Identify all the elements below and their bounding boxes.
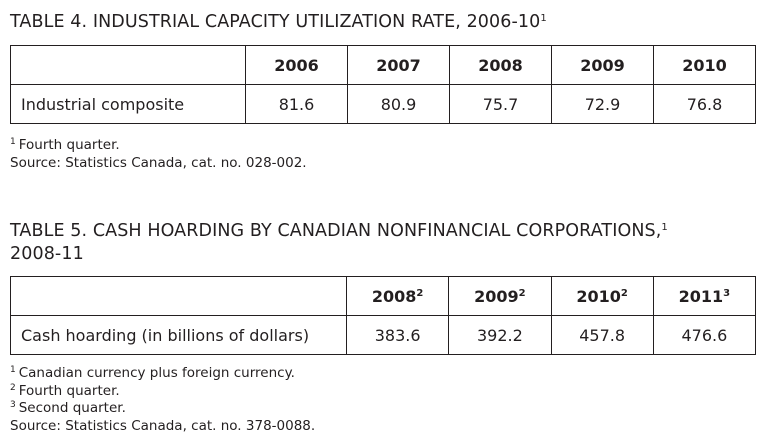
table5-col-header: 20102	[550, 276, 654, 316]
table4-col-header: 2006	[245, 45, 348, 85]
table4: 2006 2007 2008 2009 2010 Industrial comp…	[10, 45, 756, 124]
footnote-marker: 2	[10, 382, 16, 393]
table5-stub-header	[10, 276, 347, 316]
col-label: 2009	[474, 286, 519, 306]
table5-cell: 476.6	[652, 315, 757, 355]
col-footnote-ref: 2	[416, 287, 424, 299]
table5-title-footnote-ref: 1	[661, 222, 668, 233]
table4-header-row: 2006 2007 2008 2009 2010	[10, 45, 756, 85]
table4-cell: 75.7	[449, 84, 552, 124]
table4-cell: 80.9	[347, 84, 450, 124]
col-label: 2011	[678, 286, 724, 306]
table5: 20082 20092 20102 20113 Cash hoarding (i…	[10, 276, 757, 355]
table5-title-line2: 2008-11	[10, 244, 84, 264]
col-label: 2008	[371, 286, 417, 306]
table5-header-row: 20082 20092 20102 20113	[10, 276, 757, 316]
col-label: 2010	[576, 286, 621, 306]
table4-stub-header	[10, 45, 246, 85]
footnote-marker: 1	[10, 365, 16, 376]
col-footnote-ref: 2	[518, 287, 526, 299]
col-footnote-ref: 2	[620, 287, 628, 299]
table5-title: TABLE 5. CASH HOARDING BY CANADIAN NONFI…	[10, 220, 750, 266]
table5-notes: 1 Canadian currency plus foreign currency…	[10, 365, 315, 435]
table4-notes: 1 Fourth quarter. Source: Statistics Cana…	[10, 137, 307, 172]
footnote-text: Second quarter.	[18, 400, 126, 416]
table4-source: Source: Statistics Canada, cat. no. 028-…	[10, 154, 307, 171]
table5-cell: 383.6	[345, 315, 450, 355]
table4-col-header: 2010	[653, 45, 756, 85]
table5-source: Source: Statistics Canada, cat. no. 378-…	[10, 417, 316, 434]
table5-col-header: 20092	[448, 276, 552, 316]
table5-cell: 457.8	[550, 315, 654, 355]
table5-title-text: TABLE 5. CASH HOARDING BY CANADIAN NONFI…	[10, 221, 662, 241]
table4-title: TABLE 4. INDUSTRIAL CAPACITY UTILIZATION…	[10, 11, 547, 34]
footnote-text: Fourth quarter.	[18, 382, 120, 399]
table5-col-header: 20113	[652, 276, 757, 316]
table4-cell: 81.6	[245, 84, 348, 124]
table4-title-text: TABLE 4. INDUSTRIAL CAPACITY UTILIZATION…	[10, 12, 541, 32]
table5-footnote: 3 Second quarter.	[10, 400, 315, 418]
table5-cell: 392.2	[448, 315, 552, 355]
table5-footnote: 2 Fourth quarter.	[10, 383, 315, 401]
footnote-text: Canadian currency plus foreign currency.	[18, 365, 295, 381]
table4-col-header: 2009	[551, 45, 654, 85]
footnote-text: Fourth quarter.	[18, 137, 120, 153]
table4-cell: 72.9	[551, 84, 654, 124]
table4-footnote: 1 Fourth quarter.	[10, 137, 307, 155]
table4-title-footnote-ref: 1	[540, 13, 547, 24]
table-row: Industrial composite 81.6 80.9 75.7 72.9…	[10, 84, 756, 124]
table5-footnote: 1 Canadian currency plus foreign currency…	[10, 365, 315, 383]
footnote-marker: 3	[10, 400, 16, 411]
col-footnote-ref: 3	[723, 287, 731, 299]
table4-col-header: 2007	[347, 45, 450, 85]
table5-col-header: 20082	[345, 276, 450, 316]
footnote-marker: 1	[10, 137, 16, 148]
table4-cell: 76.8	[653, 84, 756, 124]
table4-col-header: 2008	[449, 45, 552, 85]
table5-row-label: Cash hoarding (in billions of dollars)	[10, 315, 347, 355]
table4-row-label: Industrial composite	[10, 84, 246, 124]
table-row: Cash hoarding (in billions of dollars) 3…	[10, 315, 757, 355]
